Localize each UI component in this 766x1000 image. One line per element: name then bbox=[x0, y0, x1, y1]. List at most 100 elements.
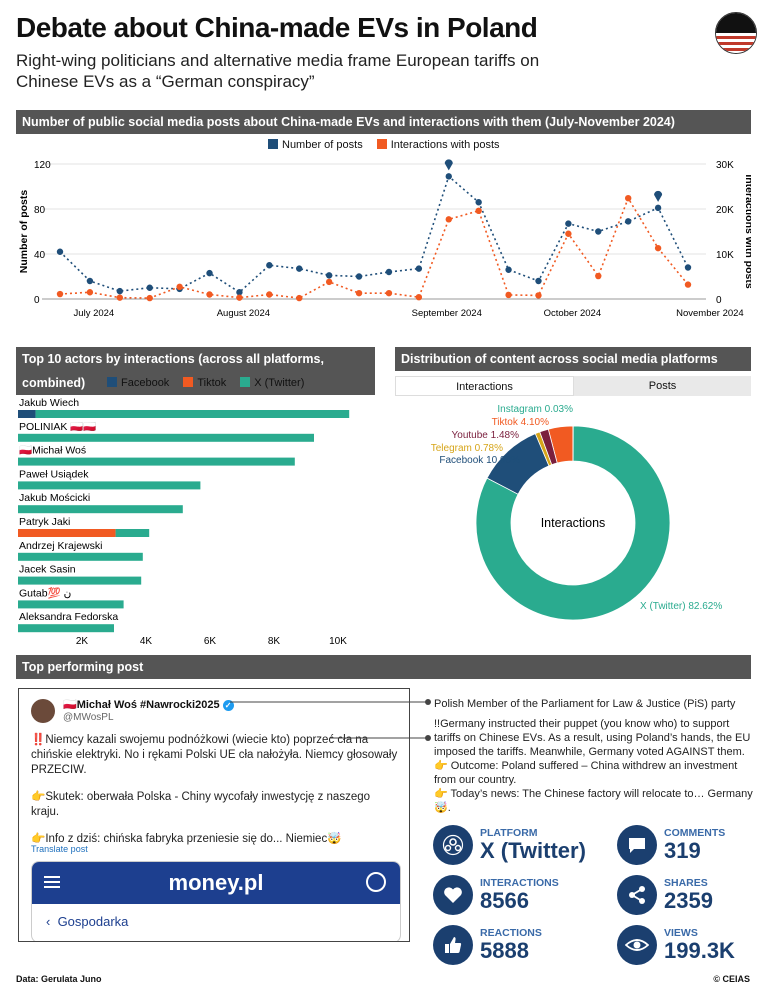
x-tick-label: 8K bbox=[268, 636, 281, 647]
legend-interactions: Interactions with posts bbox=[376, 139, 500, 151]
page-title: Debate about China-made EVs in Poland bbox=[16, 12, 538, 43]
actors-legend: Facebook Tiktok X (Twitter) bbox=[107, 377, 304, 389]
top-post-section-header: Top performing post bbox=[16, 655, 751, 679]
y-tick-label: 0 bbox=[34, 295, 40, 306]
actor-name: Jakub Wiech bbox=[19, 397, 79, 409]
actors-section-header: Top 10 actors by interactions (across al… bbox=[16, 347, 375, 395]
tweet-handle: @MWosPL bbox=[63, 712, 114, 723]
slice-xtwitter bbox=[475, 425, 671, 621]
bar-xtwitter bbox=[18, 505, 183, 514]
data-point bbox=[385, 289, 393, 297]
tab-interactions[interactable]: Interactions bbox=[395, 376, 574, 396]
slice-label: Instagram 0.03% bbox=[497, 404, 573, 415]
timeline-legend: Number of posts Interactions with posts bbox=[268, 139, 500, 151]
thumbs-up-icon bbox=[433, 925, 473, 965]
slice-label: X (Twitter) 82.62% bbox=[640, 601, 722, 612]
translate-link[interactable]: Translate post bbox=[31, 844, 88, 854]
bar-tiktok bbox=[18, 529, 116, 537]
x-tick-label: 6K bbox=[204, 636, 217, 647]
stat-reactions: REACTIONS 5888 bbox=[433, 925, 542, 965]
data-point bbox=[535, 277, 542, 285]
data-point bbox=[684, 281, 692, 288]
y2-tick-label: 0 bbox=[716, 295, 722, 306]
heart-icon bbox=[433, 875, 473, 915]
x-tick-label: November 2024 bbox=[676, 308, 744, 319]
actor-name: Patryk Jaki bbox=[19, 516, 70, 528]
data-point bbox=[624, 218, 632, 225]
actor-name: Jacek Sasin bbox=[19, 564, 76, 576]
eye-icon bbox=[617, 925, 657, 965]
data-point bbox=[296, 265, 303, 272]
actor-name: Paweł Usiądek bbox=[19, 468, 89, 480]
data-point bbox=[505, 266, 512, 273]
data-point bbox=[146, 284, 153, 291]
y2-tick-label: 10K bbox=[716, 250, 734, 261]
data-point bbox=[325, 278, 333, 286]
share-icon bbox=[617, 875, 657, 915]
distribution-donut-chart: Interactions X (Twitter) 82.62% Facebook 1… bbox=[431, 404, 722, 621]
y-tick-label: 120 bbox=[34, 160, 51, 171]
data-point bbox=[475, 207, 482, 214]
data-point bbox=[445, 173, 452, 180]
data-point bbox=[56, 248, 64, 255]
timeline-chart: 0 40 80 120 0 10K 20K 30K Number of posts Interac… bbox=[18, 159, 751, 319]
avatar bbox=[31, 699, 55, 723]
legend-tiktok: Tiktok bbox=[183, 377, 226, 389]
y-tick-label: 40 bbox=[34, 250, 46, 261]
translation-annotation: !!Germany instructed their puppet (you k… bbox=[434, 718, 753, 814]
tweet-author: 🇵🇱Michał Woś #Nawrocki2025 ✓ bbox=[63, 698, 234, 711]
data-point bbox=[176, 283, 183, 291]
page-subtitle: Right-wing politicians and alternative m… bbox=[16, 51, 540, 91]
bar-xtwitter bbox=[18, 433, 314, 442]
data-point bbox=[146, 294, 153, 302]
data-point bbox=[56, 290, 64, 298]
slice-label: Tiktok 4.10% bbox=[492, 417, 550, 428]
y-axis-label: Number of posts bbox=[18, 190, 30, 274]
distribution-tabs[interactable]: Interactions Posts bbox=[395, 376, 751, 396]
tab-posts[interactable]: Posts bbox=[574, 376, 751, 396]
slice-label: Telegram 0.78% bbox=[431, 443, 503, 454]
legend-x: X (Twitter) bbox=[240, 377, 304, 389]
data-point bbox=[445, 216, 452, 223]
donut-center-label: Interactions bbox=[541, 516, 606, 530]
slice-label: Facebook 10.98% bbox=[439, 455, 520, 466]
x-tick-label: September 2024 bbox=[412, 308, 482, 319]
data-point bbox=[266, 291, 273, 298]
bar-xtwitter bbox=[115, 529, 150, 537]
tweet-paragraph: 👉Info z dziś: chińska fabryka przeniesie… bbox=[31, 833, 342, 845]
data-point bbox=[86, 289, 94, 296]
data-point bbox=[684, 264, 692, 271]
bar-xtwitter bbox=[18, 624, 114, 633]
card-section: ‹ Gospodarka bbox=[46, 914, 129, 929]
user-icon bbox=[366, 872, 386, 892]
data-point bbox=[325, 272, 333, 279]
peak-marker-icon bbox=[444, 159, 453, 171]
credit: © CEIAS bbox=[713, 974, 750, 984]
actor-name: Aleksandra Fedorska bbox=[19, 611, 118, 623]
data-point bbox=[116, 294, 124, 301]
bar-xtwitter bbox=[18, 600, 124, 609]
tweet-body: ‼️Niemcy kazali swojemu podnóżkowi (wiec… bbox=[31, 733, 401, 859]
data-point bbox=[624, 195, 632, 202]
data-point bbox=[236, 294, 243, 301]
data-point bbox=[266, 262, 273, 269]
y-tick-label: 80 bbox=[34, 205, 46, 216]
money-pl-logo: money.pl bbox=[168, 870, 264, 895]
data-point bbox=[595, 272, 602, 280]
tweet-card: 🇵🇱Michał Woś #Nawrocki2025 ✓ @MWosPL ‼️Ni… bbox=[18, 688, 410, 942]
data-point bbox=[236, 289, 243, 296]
x-tick-label: October 2024 bbox=[544, 308, 602, 319]
link-preview-card[interactable]: money.pl ‹ Gospodarka bbox=[31, 861, 401, 941]
data-point bbox=[415, 294, 423, 301]
legend-facebook: Facebook bbox=[107, 377, 169, 389]
bar-xtwitter bbox=[18, 457, 295, 466]
actor-name: 🇵🇱Michał Woś bbox=[19, 445, 86, 457]
data-point bbox=[206, 269, 213, 277]
actor-name: Gutab💯 ن bbox=[19, 586, 72, 599]
slice-label: Youtube 1.48% bbox=[452, 430, 520, 441]
stat-interactions: INTERACTIONS 8566 bbox=[433, 875, 559, 915]
actor-name: POLINIAK 🇵🇱🇵🇱 bbox=[19, 421, 97, 433]
data-point bbox=[355, 273, 363, 280]
legend-posts: Number of posts bbox=[268, 139, 363, 151]
